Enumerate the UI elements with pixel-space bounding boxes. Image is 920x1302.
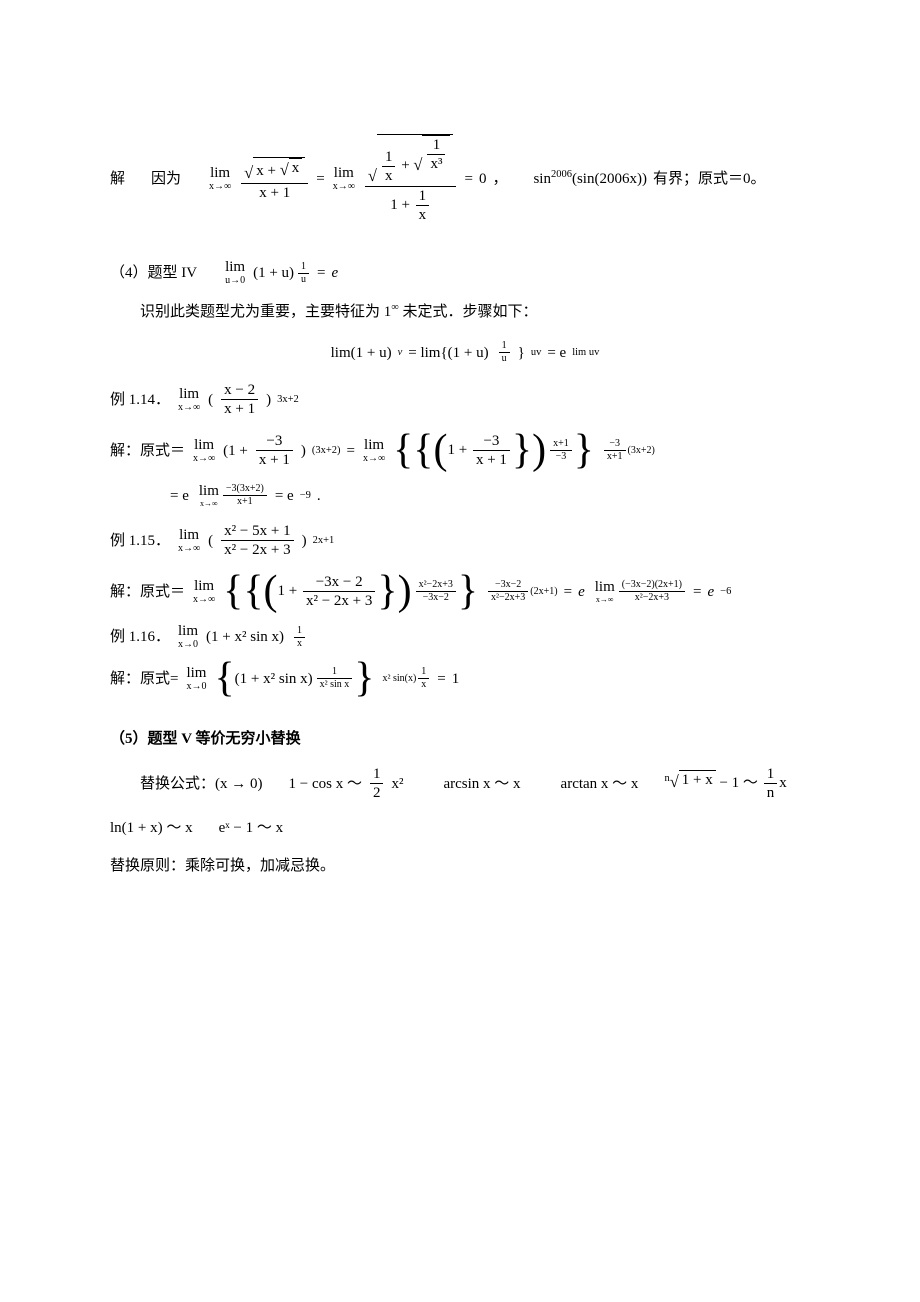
sec4-eq: lim(1 + u)v = lim{(1 + u)1u}uv = elim uv [110, 340, 820, 365]
big-brace: ( 1 + −3x + 1 ) x+1−3 [393, 432, 594, 469]
repl3: arctan x ～ x [561, 772, 639, 796]
replace-formulas: 替换公式：(x → 0) 1 − cos x ～ 12 x² arcsin x … [140, 765, 820, 802]
sec4-desc: 识别此类题型尤为重要，主要特征为 1∞ 未定式．步骤如下： [140, 300, 820, 324]
section-4-header: （4）题型 IV lim u→0 (1 + u)1u = e [110, 260, 820, 286]
label-solve: 解 [110, 167, 125, 191]
eq0-lhs-frac: √ x + √x x + √x x + 1 [241, 157, 308, 202]
ex116: 例 1.16． limx→0 (1 + x² sin x)1x [110, 624, 820, 650]
replace-rule: 替换原则：乘除可换，加减忌换。 [110, 854, 820, 878]
ex116-label: 例 1.16． [110, 625, 170, 649]
ex115-label: 例 1.15． [110, 529, 170, 553]
label-because: 因为 [151, 167, 181, 191]
lim-2: lim x→∞ [333, 166, 355, 192]
eq0-line: 解 因为 lim x→∞ √ x + √x x + √x x + 1 = lim… [110, 134, 820, 224]
lim-u0: lim u→0 [225, 260, 245, 286]
eq0-mid-frac: √ 1x + √1x³ 1 + 1x [365, 134, 457, 224]
repl2: arcsin x ～ x [443, 772, 520, 796]
equals: = [316, 167, 324, 191]
comma: ， [492, 167, 507, 191]
ex114-sol: 解：原式＝ limx→∞ (1 + −3x + 1)(3x+2) = limx→… [110, 432, 820, 469]
sec4-base: (1 + u)1u [253, 261, 311, 286]
ex114-sol2: = elimx→∞−3(3x+2)x+1 = e−9. [170, 483, 820, 508]
ex114-sol-pre: 解：原式＝ [110, 439, 185, 463]
bounded-text: 有界；原式＝0。 [653, 167, 766, 191]
ex114: 例 1.14． limx→∞ (x − 2x + 1)3x+2 [110, 381, 820, 418]
repl5: ln(1 + x) ～ x [110, 816, 193, 840]
sqrt-icon-2: √ 1x + √1x³ [368, 134, 454, 185]
ex115-sol-pre: 解：原式＝ [110, 580, 185, 604]
ex116-sol: 解：原式= limx→0 (1 + x² sin x)1x² sin x x² … [110, 664, 820, 693]
sec4-title: （4）题型 IV [110, 261, 197, 285]
e-symbol: e [332, 261, 339, 285]
ex115: 例 1.15． limx→∞ (x² − 5x + 1x² − 2x + 3)2… [110, 522, 820, 559]
zero: 0 [479, 167, 487, 191]
page: 解 因为 lim x→∞ √ x + √x x + √x x + 1 = lim… [0, 0, 920, 972]
ex116-sol-pre: 解：原式= [110, 667, 178, 691]
ex115-sol: 解：原式＝ limx→∞ ( 1 + −3x − 2x² − 2x + 3 ) … [110, 573, 820, 610]
ex114-label: 例 1.14． [110, 388, 170, 412]
sin-power: sin2006(sin(2006x)) [533, 167, 647, 191]
repl4: n√1 + x − 1 ～ 1nx [664, 765, 786, 802]
replace-formulas-2: ln(1 + x) ～ x eˣ − 1 ～ x [110, 816, 820, 840]
equals-2: = [464, 167, 472, 191]
section-5-header: （5）题型 V 等价无穷小替换 [110, 727, 820, 751]
repl6: eˣ − 1 ～ x [219, 816, 283, 840]
sqrt-icon: √ x + √x [244, 157, 305, 182]
lim-1: lim x→∞ [209, 166, 231, 192]
repl-pre: 替换公式：(x → 0) [140, 772, 263, 796]
